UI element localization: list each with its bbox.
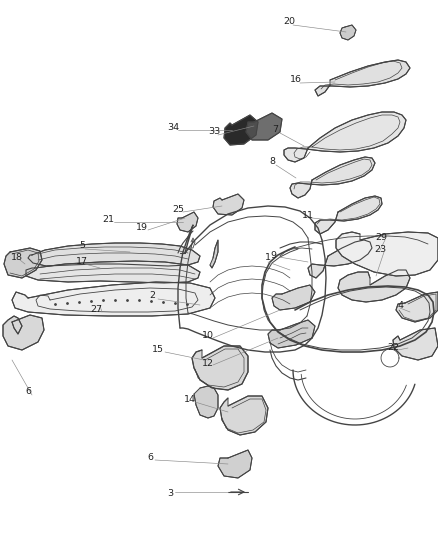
Text: 9: 9	[270, 251, 276, 260]
Text: 18: 18	[11, 253, 23, 262]
Polygon shape	[3, 315, 44, 350]
Text: 6: 6	[25, 387, 31, 397]
Text: 29: 29	[375, 232, 387, 241]
Polygon shape	[396, 292, 438, 322]
Polygon shape	[308, 240, 372, 278]
Polygon shape	[315, 60, 410, 96]
Text: 22: 22	[387, 343, 399, 351]
Polygon shape	[315, 196, 382, 234]
Polygon shape	[194, 386, 218, 418]
Text: 15: 15	[152, 344, 164, 353]
Polygon shape	[192, 346, 248, 390]
Text: 27: 27	[90, 305, 102, 314]
Text: 33: 33	[208, 127, 220, 136]
Polygon shape	[340, 25, 356, 40]
Text: 1: 1	[265, 254, 271, 262]
Polygon shape	[268, 320, 315, 348]
Text: 20: 20	[283, 18, 295, 27]
Text: 25: 25	[172, 205, 184, 214]
Polygon shape	[220, 396, 268, 435]
Text: 34: 34	[167, 124, 179, 133]
Text: 8: 8	[269, 157, 275, 166]
Text: 6: 6	[147, 453, 153, 462]
Polygon shape	[213, 194, 244, 215]
Polygon shape	[12, 282, 215, 316]
Polygon shape	[272, 285, 315, 310]
Polygon shape	[28, 243, 200, 266]
Polygon shape	[284, 112, 406, 162]
Text: 16: 16	[290, 76, 302, 85]
Polygon shape	[246, 113, 282, 140]
Text: 11: 11	[302, 211, 314, 220]
Text: 10: 10	[202, 332, 214, 341]
Polygon shape	[26, 261, 200, 283]
Text: 23: 23	[374, 245, 386, 254]
Text: 17: 17	[76, 257, 88, 266]
Polygon shape	[4, 248, 42, 278]
Polygon shape	[393, 328, 438, 360]
Polygon shape	[224, 115, 258, 145]
Text: 2: 2	[149, 292, 155, 301]
Polygon shape	[290, 157, 375, 198]
Text: 21: 21	[102, 215, 114, 224]
Text: 4: 4	[397, 301, 403, 310]
Text: 19: 19	[136, 222, 148, 231]
Polygon shape	[177, 212, 198, 232]
Polygon shape	[336, 232, 438, 276]
Text: 12: 12	[202, 359, 214, 367]
Text: 7: 7	[272, 125, 278, 134]
Polygon shape	[338, 270, 410, 302]
Text: 3: 3	[167, 489, 173, 497]
Text: 14: 14	[184, 395, 196, 405]
Polygon shape	[210, 240, 218, 268]
Text: 5: 5	[79, 241, 85, 251]
Polygon shape	[218, 450, 252, 478]
